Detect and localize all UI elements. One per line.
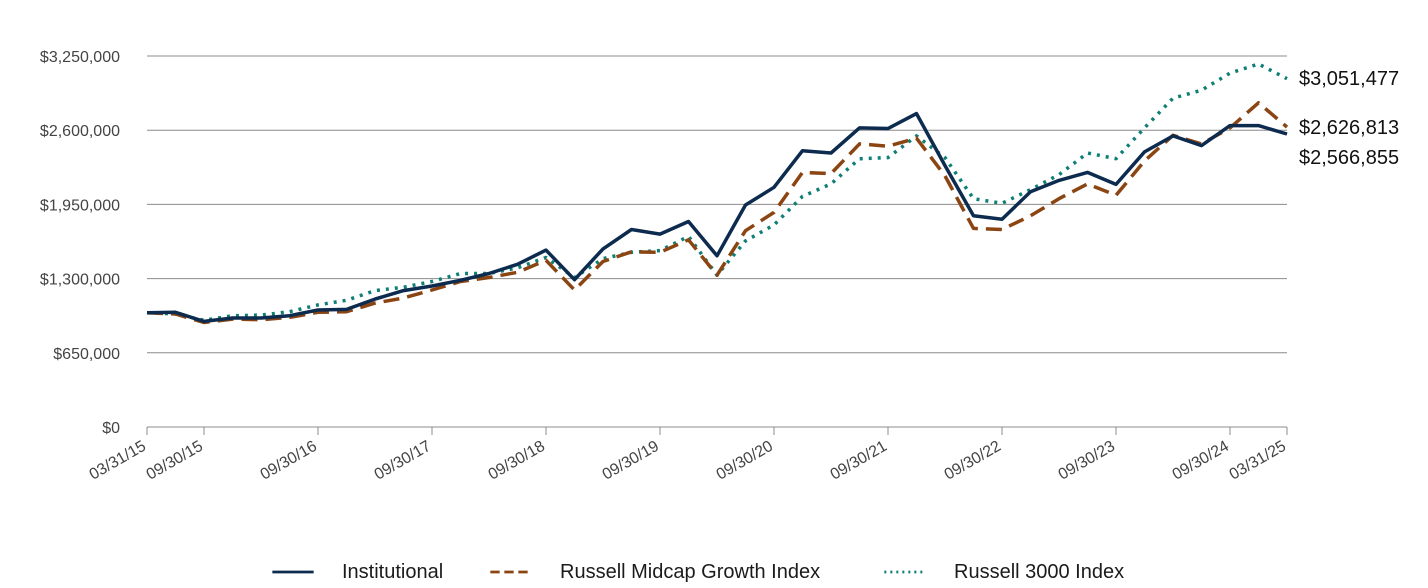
x-tick-label: 09/30/18 [486,438,549,484]
legend-swatch-institutional [272,570,314,574]
line-chart: $0 $650,000 $1,300,000 $1,950,000 $2,600,000… [40,49,1399,484]
legend-item-institutional: Institutional [262,556,443,588]
x-tick-label: 09/30/19 [600,438,663,484]
end-value-label: $2,626,813 [1299,117,1399,139]
legend-label-russell-3000: Russell 3000 Index [954,560,1125,583]
y-tick-label: $0 [102,420,120,437]
legend-swatch-russell-3000 [884,570,926,574]
legend-item-russell-midcap-growth: Russell Midcap Growth Index [480,556,820,588]
x-tick-label: 09/30/23 [1056,438,1119,484]
series-line-russell-3000-index [146,62,1288,323]
y-tick-label: $2,600,000 [40,123,120,140]
x-tick-label: 09/30/16 [258,438,321,484]
x-tick-label: 09/30/20 [714,438,777,484]
y-tick-label: $1,300,000 [40,272,120,289]
x-tick-label: 09/30/17 [372,438,435,484]
legend-label-institutional: Institutional [342,560,444,583]
series-line-institutional [146,111,1288,324]
series-lines [146,62,1289,325]
y-tick-label: $650,000 [53,346,120,363]
y-tick-label: $1,950,000 [40,197,120,214]
end-value-label: $2,566,855 [1299,147,1399,169]
y-axis-ticks: $0 $650,000 $1,300,000 $1,950,000 $2,600,000… [40,49,120,437]
x-tick-label: 09/30/15 [144,438,207,484]
y-tick-label: $3,250,000 [40,49,120,66]
legend-item-russell-3000: Russell 3000 Index [874,556,1124,588]
legend-swatch-russell-midcap-growth [490,570,532,574]
x-tick-label: 09/30/24 [1170,438,1233,484]
x-tick-label: 09/30/21 [828,438,891,484]
gridlines [147,55,1287,354]
x-tick-label: 03/31/15 [87,438,150,484]
x-tick-label: 03/31/25 [1227,438,1290,484]
series-line-russell-midcap-growth-index [146,101,1289,325]
legend-label-russell-midcap-growth: Russell Midcap Growth Index [560,560,821,583]
x-tick-label: 09/30/22 [942,438,1005,484]
end-value-labels: $2,566,855 $2,626,813 $3,051,477 [1299,68,1399,169]
end-value-label: $3,051,477 [1299,68,1399,90]
chart-legend: Institutional Russell Midcap Growth Inde… [0,556,1428,588]
